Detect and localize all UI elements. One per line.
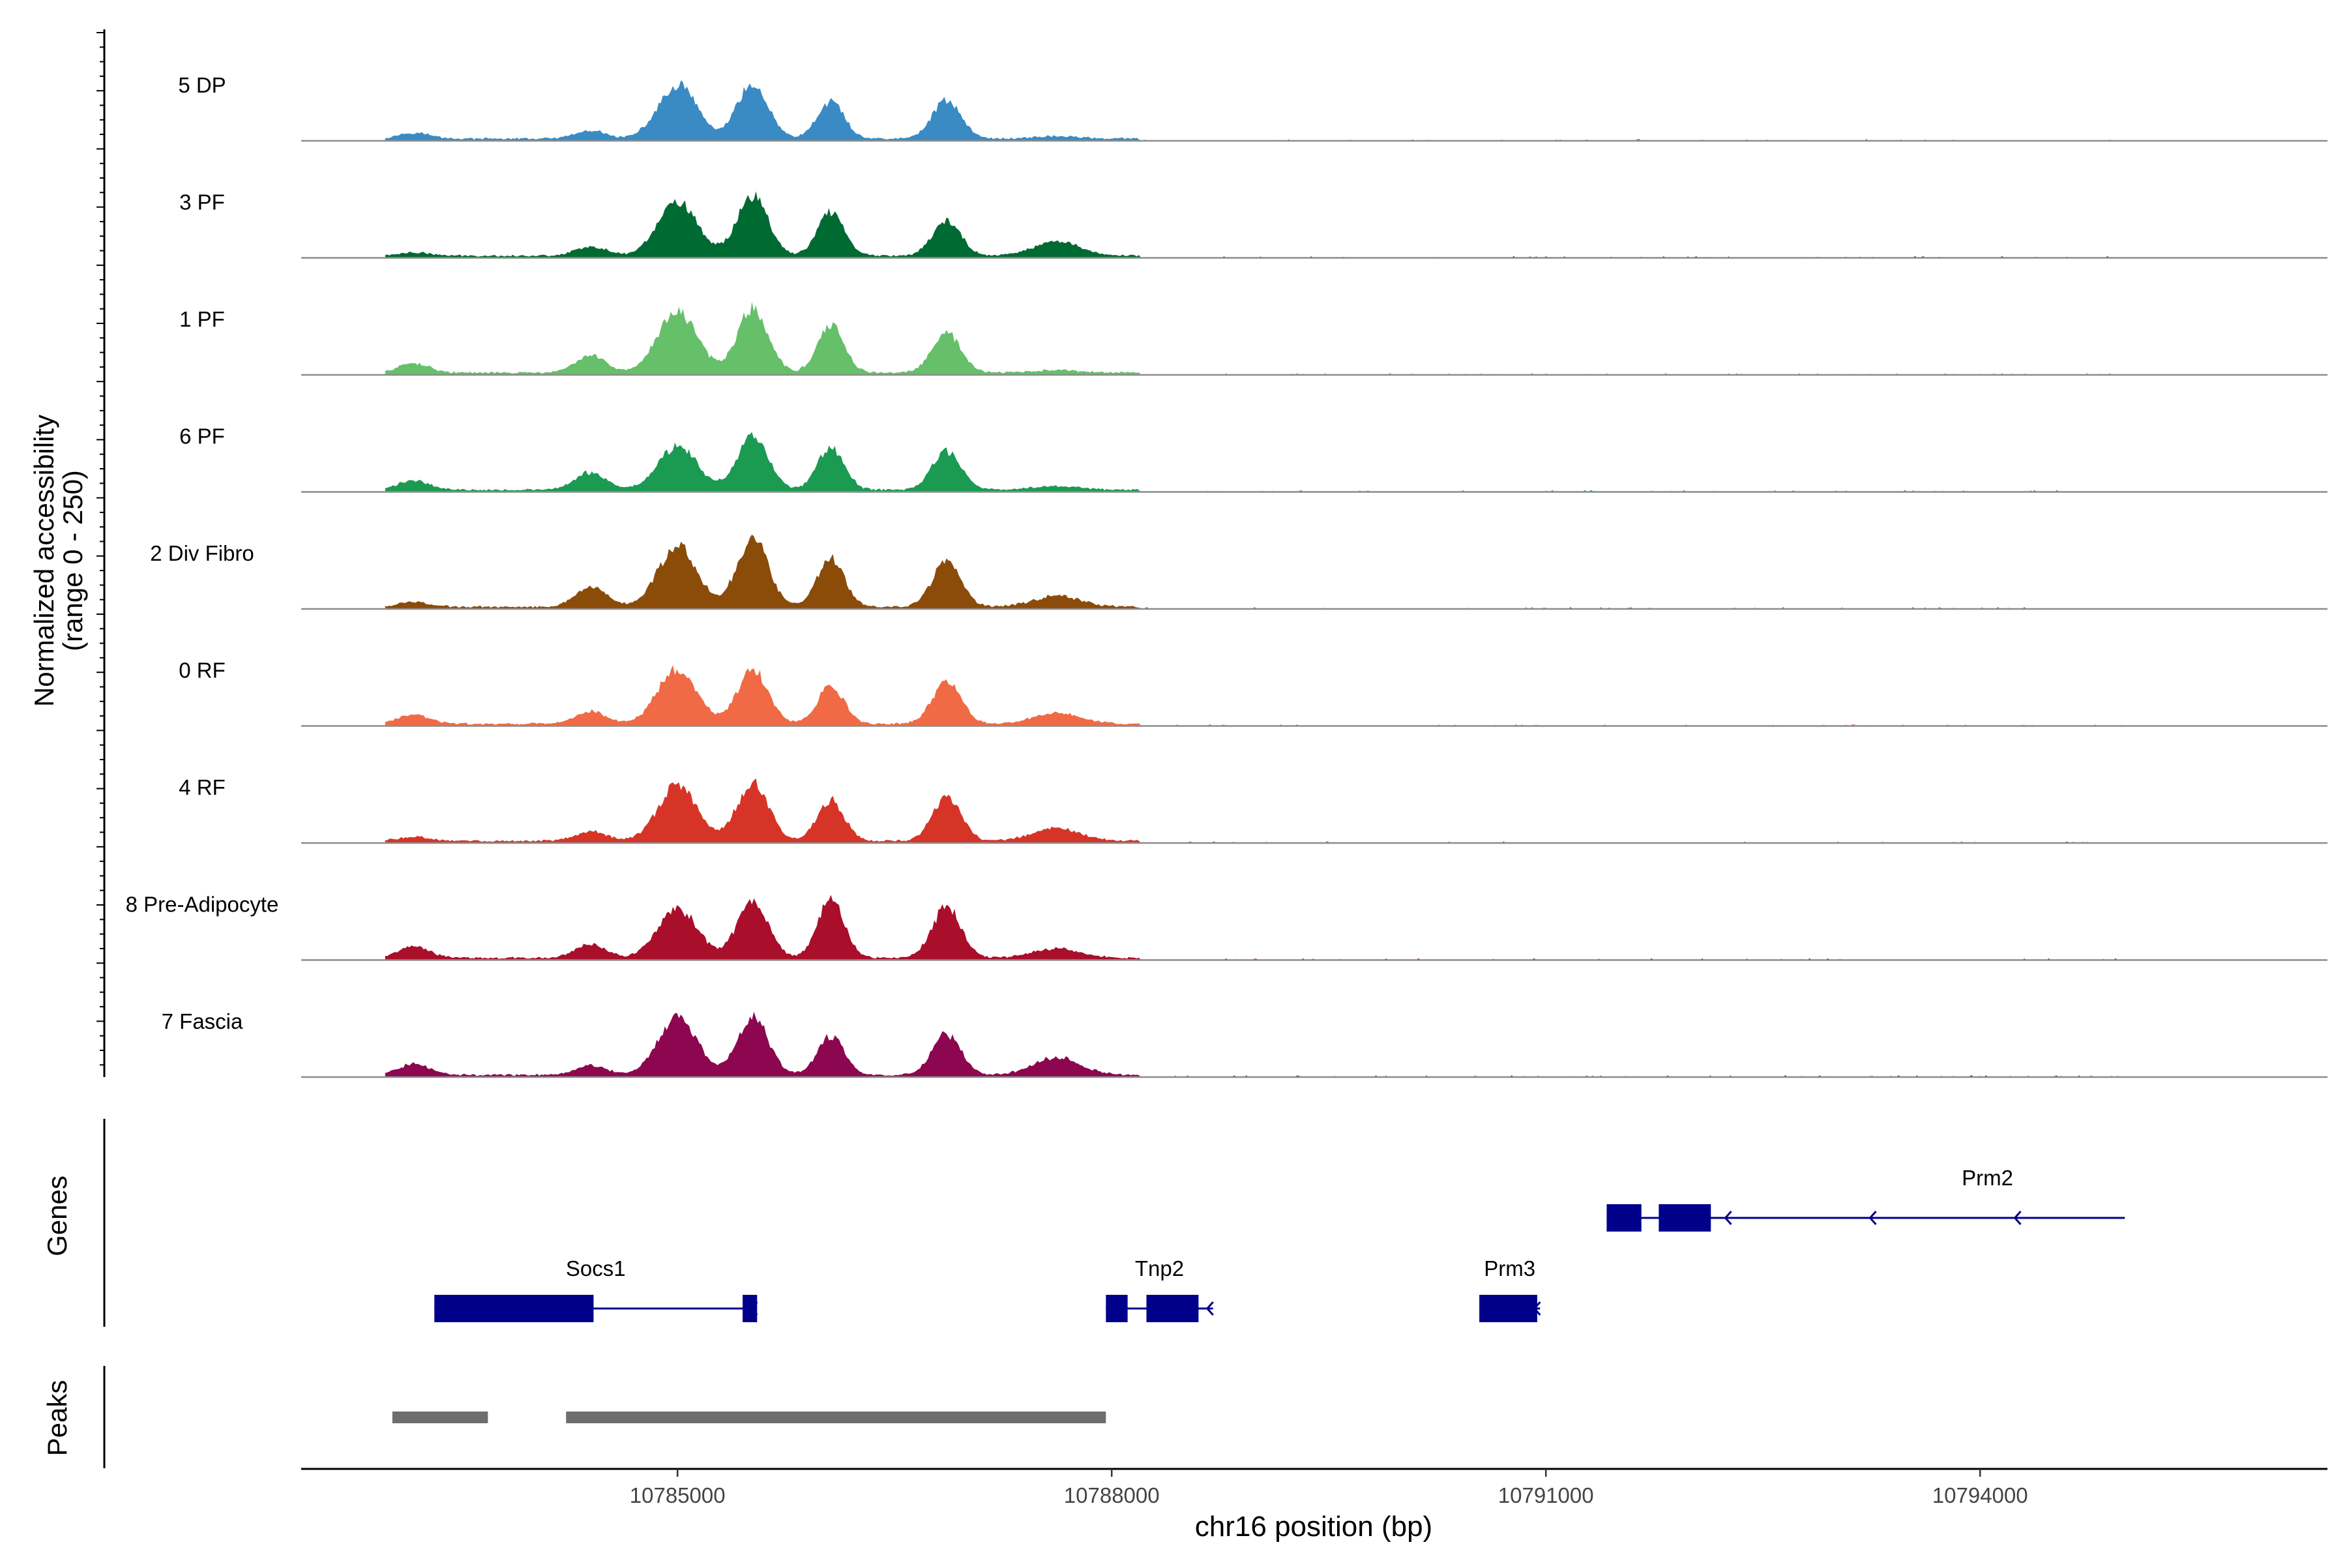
- genes-track-label: Genes: [42, 1176, 72, 1256]
- coverage-track-2-div-fibro: 2 Div Fibro: [150, 535, 2327, 610]
- track-label: 8 Pre-Adipocyte: [126, 893, 279, 917]
- coverage-area: [385, 665, 2125, 726]
- gene-exon: [743, 1295, 758, 1322]
- track-label: 6 PF: [179, 424, 225, 449]
- track-label: 3 PF: [179, 190, 225, 214]
- coverage-area: [385, 80, 2125, 141]
- coverage-y-axis: [96, 29, 106, 1077]
- gene-exon: [434, 1295, 594, 1322]
- coverage-track-6-pf: 6 PF: [179, 424, 2327, 493]
- y-axis-title-line2: (range 0 - 250): [57, 470, 88, 651]
- gene-exon: [1106, 1295, 1128, 1322]
- x-axis-title: chr16 position (bp): [1195, 1511, 1432, 1543]
- x-tick-label: 10788000: [1064, 1483, 1160, 1507]
- coverage-track-4-rf: 4 RF: [179, 775, 2327, 844]
- strand-arrow: [2013, 1210, 2022, 1226]
- track-label: 4 RF: [179, 775, 226, 799]
- coverage-area: [385, 301, 2125, 375]
- track-label: 7 Fascia: [162, 1009, 243, 1033]
- coverage-area: [385, 778, 2125, 843]
- gene-track: Socs1 Tnp2 Prm3 Prm2: [103, 1119, 2125, 1327]
- gene-name: Socs1: [566, 1256, 626, 1280]
- track-label: 0 RF: [179, 658, 226, 683]
- strand-arrow: [750, 1301, 758, 1316]
- track-label: 1 PF: [179, 307, 225, 331]
- coverage-area: [385, 191, 2125, 258]
- coverage-track-0-rf: 0 RF: [179, 658, 2327, 727]
- gene-tnp2: Tnp2: [1106, 1256, 1214, 1322]
- strand-arrow: [1533, 1301, 1541, 1316]
- coverage-track-7-fascia: 7 Fascia: [162, 1009, 2327, 1078]
- strand-arrow: [1724, 1210, 1732, 1226]
- x-tick-label: 10785000: [630, 1483, 726, 1507]
- peaks-track-label: Peaks: [42, 1380, 72, 1457]
- x-axis: 10785000 10788000 10791000 10794000: [301, 1468, 2327, 1507]
- peak-bar: [566, 1412, 1106, 1423]
- track-label: 2 Div Fibro: [150, 541, 254, 565]
- gene-exon: [1146, 1295, 1199, 1322]
- x-tick-label: 10791000: [1498, 1483, 1594, 1507]
- coverage-track-3-pf: 3 PF: [179, 190, 2327, 259]
- y-axis-title: Normalized accessibility (range 0 - 250): [29, 415, 88, 707]
- gene-name: Tnp2: [1135, 1256, 1184, 1280]
- coverage-track-1-pf: 1 PF: [179, 301, 2327, 376]
- y-axis-title-line1: Normalized accessibility: [29, 415, 59, 707]
- track-label: 5 DP: [178, 73, 226, 97]
- gene-prm2: Prm2: [1606, 1166, 2125, 1232]
- strand-arrow: [1868, 1210, 1877, 1226]
- coverage-track-8-pre-adipocyte: 8 Pre-Adipocyte: [126, 893, 2327, 961]
- gene-exon: [1606, 1204, 1642, 1232]
- coverage-area: [385, 535, 2125, 609]
- coverage-area: [385, 895, 2125, 960]
- gene-prm3: Prm3: [1479, 1256, 1541, 1322]
- x-tick-label: 10794000: [1932, 1483, 2028, 1507]
- peak-bar: [392, 1412, 488, 1423]
- gene-exon: [1479, 1295, 1537, 1322]
- peak-track: [103, 1366, 1106, 1468]
- gene-name: Prm2: [1962, 1166, 2013, 1190]
- coverage-tracks: 5 DP 3 PF 1 PF 6 PF 2 Div Fibro 0 RF 4 RF 8 Pre…: [126, 73, 2327, 1078]
- coverage-area: [385, 1011, 2125, 1077]
- strand-arrow: [1205, 1301, 1214, 1316]
- gene-name: Prm3: [1484, 1256, 1535, 1280]
- gene-socs1: Socs1: [434, 1256, 758, 1322]
- gene-exon: [1659, 1204, 1711, 1232]
- coverage-area: [385, 432, 2125, 492]
- coverage-track-5-dp: 5 DP: [178, 73, 2327, 142]
